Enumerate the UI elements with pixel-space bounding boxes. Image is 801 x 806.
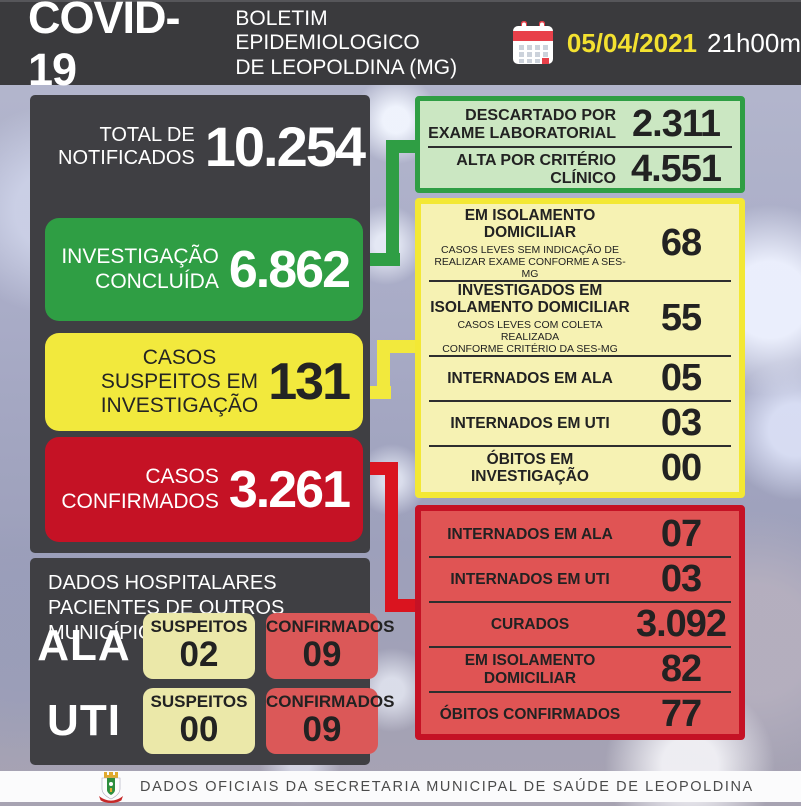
investigated-isolation-value: 55 bbox=[660, 296, 702, 339]
ala-confirmed-value: 09 bbox=[302, 634, 342, 674]
leopoldina-crest-icon bbox=[96, 771, 126, 803]
icu-inpatients-value: 03 bbox=[660, 401, 702, 444]
deaths-investigation-label: ÓBITOS EM INVESTIGAÇÃO bbox=[471, 450, 589, 486]
confirmed-icu-row: INTERNADOS EM UTI 03 bbox=[429, 556, 731, 601]
ward-inpatients-value: 05 bbox=[660, 356, 702, 399]
confirmed-ward-value: 07 bbox=[660, 513, 702, 555]
total-notified-value: 10.254 bbox=[204, 115, 366, 178]
clinical-discharge-label: ALTA POR CRITÉRIO CLÍNICO bbox=[456, 151, 616, 187]
total-notified-label: TOTAL DE NOTIFICADOS bbox=[58, 124, 195, 169]
discarded-lab-value: 2.311 bbox=[632, 103, 721, 145]
bulletin-date: 05/04/2021 bbox=[566, 28, 698, 58]
suspected-cases-box: CASOS SUSPEITOS EM INVESTIGAÇÃO 131 bbox=[45, 333, 363, 431]
bulletin-time: 21h00m bbox=[707, 28, 801, 58]
confirmed-deaths-row: ÓBITOS CONFIRMADOS 77 bbox=[429, 691, 731, 736]
confirmed-cases-label: CASOS CONFIRMADOS bbox=[61, 465, 219, 513]
ala-confirmed-label: CONFIRMADOS bbox=[266, 617, 395, 637]
confirmed-isolation-value: 82 bbox=[660, 648, 702, 690]
investigation-concluded-value: 6.862 bbox=[228, 240, 351, 299]
investigation-concluded-label: INVESTIGAÇÃO CONCLUÍDA bbox=[61, 245, 219, 293]
header-bar: COVID-19 BOLETIM EPIDEMIOLOGICO DE LEOPO… bbox=[0, 0, 801, 95]
yellow-connector-line bbox=[377, 340, 390, 399]
home-isolation-label: EM ISOLAMENTO DOMICILIAR bbox=[464, 207, 596, 242]
investigated-isolation-note: CASOS LEVES COM COLETA REALIZADA CONFORM… bbox=[442, 318, 618, 355]
red-connector-line bbox=[385, 462, 398, 612]
clinical-discharge-row: ALTA POR CRITÉRIO CLÍNICO 4.551 bbox=[428, 146, 732, 191]
uti-suspected-box: SUSPEITOS 00 bbox=[143, 688, 255, 754]
uti-label: UTI bbox=[47, 696, 121, 745]
confirmed-icu-label: INTERNADOS EM UTI bbox=[450, 570, 610, 588]
suspected-cases-label: CASOS SUSPEITOS EM INVESTIGAÇÃO bbox=[100, 345, 259, 418]
suspected-cases-value: 131 bbox=[268, 353, 351, 411]
hospital-row-uti: UTI SUSPEITOS 00 CONFIRMADOS 09 bbox=[36, 688, 395, 754]
confirmed-icu-value: 03 bbox=[660, 558, 702, 600]
discarded-lab-label: DESCARTADO POR EXAME LABORATORIAL bbox=[428, 106, 616, 142]
uti-confirmed-box: CONFIRMADOS 09 bbox=[266, 688, 395, 754]
investigated-isolation-row: INVESTIGADOS EM ISOLAMENTO DOMICILIAR CA… bbox=[429, 279, 731, 355]
recovered-value: 3.092 bbox=[635, 603, 727, 645]
ala-suspected-box: SUSPEITOS 02 bbox=[143, 613, 255, 679]
yellow-connector-line bbox=[377, 340, 418, 353]
home-isolation-value: 68 bbox=[660, 221, 702, 264]
icu-inpatients-row: INTERNADOS EM UTI 03 bbox=[429, 399, 731, 445]
bulletin-subtitle: BOLETIM EPIDEMIOLOGICO DE LEOPOLDINA (MG… bbox=[235, 7, 458, 79]
total-notified: TOTAL DE NOTIFICADOS 10.254 bbox=[30, 115, 366, 178]
clinical-discharge-value: 4.551 bbox=[630, 148, 722, 190]
uti-confirmed-value: 09 bbox=[302, 709, 342, 749]
deaths-investigation-value: 00 bbox=[660, 446, 702, 489]
confirmed-isolation-row: EM ISOLAMENTO DOMICILIAR 82 bbox=[429, 646, 731, 691]
confirmed-deaths-value: 77 bbox=[660, 693, 702, 735]
uti-suspected-value: 00 bbox=[179, 709, 219, 749]
recovered-row: CURADOS 3.092 bbox=[429, 601, 731, 646]
uti-suspected-label: SUSPEITOS bbox=[150, 692, 248, 712]
green-connector-line bbox=[386, 140, 399, 266]
confirmed-details-box: INTERNADOS EM ALA 07 INTERNADOS EM UTI 0… bbox=[415, 505, 745, 740]
ala-suspected-label: SUSPEITOS bbox=[150, 617, 248, 637]
confirmed-isolation-label: EM ISOLAMENTO DOMICILIAR bbox=[464, 652, 596, 687]
hospital-panel-title: DADOS HOSPITALARES PACIENTES DE OUTROS M… bbox=[48, 572, 285, 644]
ala-suspected-value: 02 bbox=[179, 634, 219, 674]
uti-confirmed-label: CONFIRMADOS bbox=[266, 692, 395, 712]
footer-text: DADOS OFICIAIS DA SECRETARIA MUNICIPAL D… bbox=[140, 778, 754, 795]
calendar-icon bbox=[511, 20, 555, 68]
confirmed-ward-row: INTERNADOS EM ALA 07 bbox=[429, 513, 731, 556]
notifications-panel: TOTAL DE NOTIFICADOS 10.254 INVESTIGAÇÃO… bbox=[30, 95, 370, 553]
ala-confirmed-box: CONFIRMADOS 09 bbox=[266, 613, 395, 679]
footer-bar: DADOS OFICIAIS DA SECRETARIA MUNICIPAL D… bbox=[0, 771, 801, 803]
confirmed-cases-box: CASOS CONFIRMADOS 3.261 bbox=[45, 437, 363, 542]
red-connector-line bbox=[385, 599, 418, 612]
confirmed-deaths-label: ÓBITOS CONFIRMADOS bbox=[439, 705, 621, 723]
investigation-concluded-box: INVESTIGAÇÃO CONCLUÍDA 6.862 bbox=[45, 218, 363, 321]
discarded-lab-row: DESCARTADO POR EXAME LABORATORIAL 2.311 bbox=[428, 103, 732, 146]
icu-inpatients-label: INTERNADOS EM UTI bbox=[450, 414, 610, 432]
home-isolation-note: CASOS LEVES SEM INDICAÇÃO DE REALIZAR EX… bbox=[434, 243, 626, 280]
ward-inpatients-row: INTERNADOS EM ALA 05 bbox=[429, 354, 731, 400]
home-isolation-row: EM ISOLAMENTO DOMICILIAR CASOS LEVES SEM… bbox=[429, 207, 731, 280]
deaths-investigation-row: ÓBITOS EM INVESTIGAÇÃO 00 bbox=[429, 444, 731, 490]
isolation-box: EM ISOLAMENTO DOMICILIAR CASOS LEVES SEM… bbox=[415, 198, 745, 498]
ala-label: ALA bbox=[37, 621, 131, 670]
hospital-row-ala: ALA SUSPEITOS 02 CONFIRMADOS 09 bbox=[36, 613, 395, 679]
confirmed-ward-label: INTERNADOS EM ALA bbox=[447, 525, 613, 543]
investigated-isolation-label: INVESTIGADOS EM ISOLAMENTO DOMICILIAR bbox=[430, 281, 630, 317]
covid19-title: COVID-19 bbox=[28, 0, 181, 95]
recovered-label: CURADOS bbox=[490, 615, 570, 633]
ward-inpatients-label: INTERNADOS EM ALA bbox=[447, 369, 613, 387]
green-connector-line bbox=[386, 140, 418, 153]
discarded-box: DESCARTADO POR EXAME LABORATORIAL 2.311 … bbox=[415, 96, 745, 193]
confirmed-cases-value: 3.261 bbox=[228, 460, 351, 519]
hospital-data-panel: DADOS HOSPITALARES PACIENTES DE OUTROS M… bbox=[30, 558, 394, 765]
